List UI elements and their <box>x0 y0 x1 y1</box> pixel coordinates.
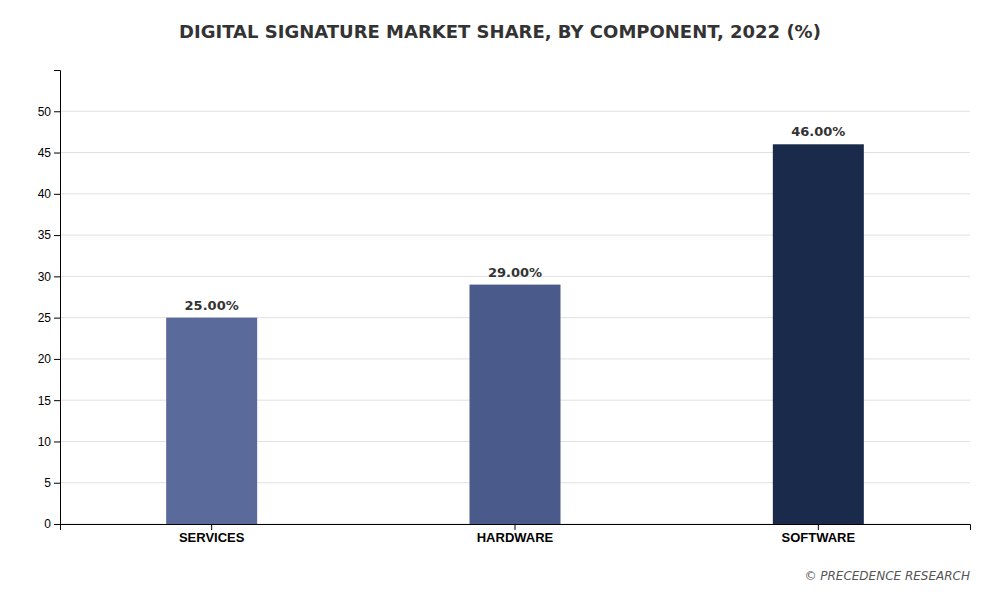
y-tick: 45 <box>38 146 60 160</box>
grid-line <box>60 111 970 112</box>
x-tick: SERVICES <box>179 524 245 545</box>
y-tick: 30 <box>38 270 60 284</box>
y-tick-label: 30 <box>38 270 52 284</box>
x-tick-mark <box>211 524 212 530</box>
y-tick: 15 <box>38 394 60 408</box>
y-tick-mark <box>54 276 60 277</box>
y-tick-label: 45 <box>38 146 52 160</box>
y-tick-label: 20 <box>38 352 52 366</box>
bar <box>773 144 864 524</box>
grid <box>60 111 970 524</box>
x-tick-label: SOFTWARE <box>781 530 855 545</box>
y-tick-mark <box>54 194 60 195</box>
x-tick: HARDWARE <box>477 524 554 545</box>
x-tick: SOFTWARE <box>781 524 855 545</box>
y-tick: 20 <box>38 352 60 366</box>
y-tick: 40 <box>38 187 60 201</box>
y-tick-mark <box>54 400 60 401</box>
plot: 0 5 10 15 20 25 30 35 40 45 50 SERVICES HARDWARE SOFT… <box>38 71 971 546</box>
bars <box>166 144 864 524</box>
y-tick-mark <box>54 524 60 525</box>
annotation: © PRECEDENCE RESEARCH <box>804 569 970 583</box>
y-tick-mark <box>54 483 60 484</box>
y-tick-mark <box>54 235 60 236</box>
y-tick-label: 15 <box>38 394 52 408</box>
data-label: 46.00% <box>791 124 845 139</box>
y-tick-label: 40 <box>38 187 52 201</box>
y-tick: 10 <box>38 435 60 449</box>
y-tick-label: 10 <box>38 435 52 449</box>
y-tick: 50 <box>38 105 60 119</box>
y-tick: 25 <box>38 311 60 325</box>
y-tick-label: 5 <box>44 476 51 490</box>
bar <box>470 285 561 524</box>
x-tick-label: HARDWARE <box>477 530 554 545</box>
chart: DIGITAL SIGNATURE MARKET SHARE, BY COMPO… <box>0 0 1000 594</box>
title: DIGITAL SIGNATURE MARKET SHARE, BY COMPO… <box>179 21 821 42</box>
y-tick-label: 25 <box>38 311 52 325</box>
data-label: 25.00% <box>185 298 239 313</box>
y-tick-mark <box>54 111 60 112</box>
y-tick-mark <box>54 153 60 154</box>
x-tick-mark <box>515 524 516 530</box>
x-tick-label: SERVICES <box>179 530 245 545</box>
y-tick-label: 0 <box>44 517 51 531</box>
y-tick: 0 <box>44 517 60 531</box>
y-tick: 35 <box>38 228 60 242</box>
data-labels: 25.00% 29.00% 46.00% <box>185 124 846 312</box>
y-tick-mark <box>54 318 60 319</box>
bar <box>166 318 257 524</box>
y-axis-line <box>54 71 61 525</box>
data-label: 29.00% <box>488 265 542 280</box>
x-tick-mark <box>818 524 819 530</box>
y-tick-mark <box>54 359 60 360</box>
y-tick-label: 50 <box>38 105 52 119</box>
y-axis: 0 5 10 15 20 25 30 35 40 45 50 <box>38 71 61 532</box>
x-axis-line <box>61 525 971 531</box>
x-axis: SERVICES HARDWARE SOFTWARE <box>61 524 971 545</box>
y-tick-label: 35 <box>38 228 52 242</box>
y-tick: 5 <box>44 476 60 490</box>
y-tick-mark <box>54 441 60 442</box>
